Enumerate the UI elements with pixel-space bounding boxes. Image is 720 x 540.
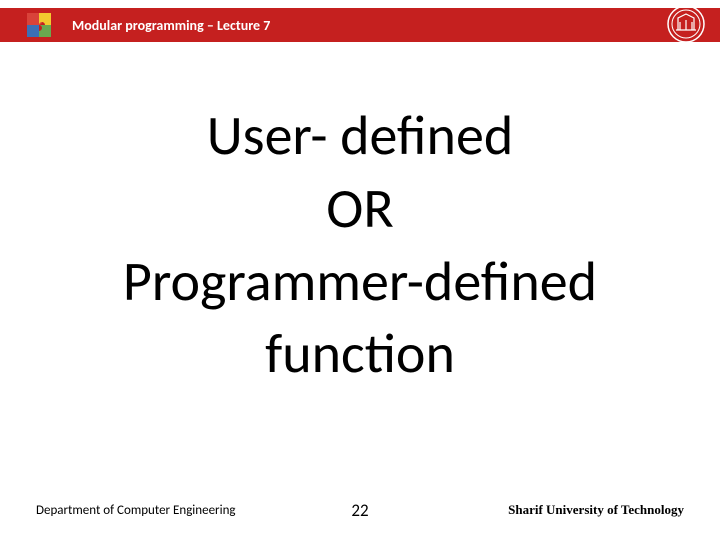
university-seal-icon bbox=[666, 4, 706, 44]
footer-university: Sharif University of Technology bbox=[508, 502, 684, 518]
header-title: Modular programming – Lecture 7 bbox=[72, 17, 270, 34]
title-line-3: Programmer-defined bbox=[0, 246, 720, 319]
footer: Department of Computer Engineering 22 Sh… bbox=[0, 502, 720, 518]
title-line-4: function bbox=[0, 318, 720, 391]
slide-number: 22 bbox=[351, 500, 368, 521]
title-line-1: User- defined bbox=[0, 100, 720, 173]
title-line-2: OR bbox=[0, 173, 720, 246]
puzzle-logo bbox=[14, 2, 64, 48]
slide-title-block: User- defined OR Programmer-defined func… bbox=[0, 100, 720, 391]
header-bar: Modular programming – Lecture 7 bbox=[0, 8, 720, 42]
footer-department: Department of Computer Engineering bbox=[36, 503, 236, 518]
